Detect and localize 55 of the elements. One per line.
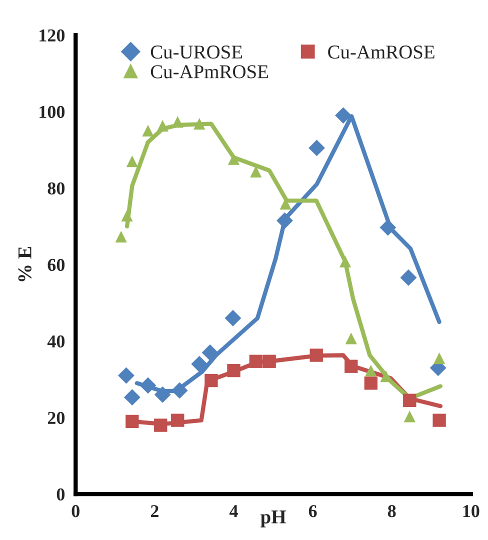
point	[118, 367, 134, 384]
point	[126, 156, 138, 168]
x-tick-label: 6	[308, 505, 317, 518]
x-tick-label: 2	[150, 505, 158, 518]
point	[432, 414, 446, 427]
legend-label: Cu-AmROSE	[328, 46, 434, 59]
point	[335, 107, 352, 124]
x-tick-label: 0	[72, 505, 80, 518]
point	[276, 212, 293, 229]
y-tick-label: 100	[40, 106, 65, 118]
point	[344, 360, 358, 373]
y-tick-label: 0	[56, 488, 65, 501]
x-tick-label: 10	[463, 505, 480, 518]
point	[204, 374, 218, 388]
point	[121, 210, 133, 222]
point	[228, 153, 240, 165]
point	[191, 356, 208, 372]
point	[400, 269, 417, 286]
point	[171, 414, 184, 427]
legend-label: Cu-APmROSE	[150, 65, 268, 78]
point	[365, 364, 377, 376]
point	[154, 386, 171, 403]
point	[154, 418, 168, 432]
point	[194, 118, 206, 130]
point	[202, 344, 218, 361]
point	[310, 348, 323, 362]
point	[433, 352, 446, 364]
point	[403, 394, 416, 407]
y-axis-title: % E	[18, 246, 32, 282]
point	[364, 376, 378, 390]
point	[224, 310, 242, 326]
point	[227, 364, 240, 378]
point	[404, 410, 416, 422]
point	[249, 354, 262, 368]
legend-label: Cu-UROSE	[150, 46, 242, 59]
point	[142, 124, 154, 137]
point	[262, 354, 276, 368]
point	[308, 140, 325, 156]
point	[140, 377, 156, 394]
y-tick-label: 40	[47, 335, 65, 348]
point	[156, 120, 168, 132]
point	[126, 414, 139, 428]
y-tick-label: 80	[48, 182, 65, 195]
point	[380, 219, 396, 236]
point	[124, 389, 140, 406]
point	[171, 382, 188, 399]
point	[345, 332, 357, 344]
y-tick-label: 20	[48, 412, 65, 424]
x-tick-label: 4	[229, 505, 238, 518]
point	[339, 256, 352, 268]
x-tick-label: 8	[388, 505, 396, 518]
x-axis-title: pH	[260, 510, 286, 528]
point	[115, 230, 127, 242]
y-tick-label: 60	[48, 258, 65, 272]
y-tick-label: 120	[40, 29, 65, 42]
